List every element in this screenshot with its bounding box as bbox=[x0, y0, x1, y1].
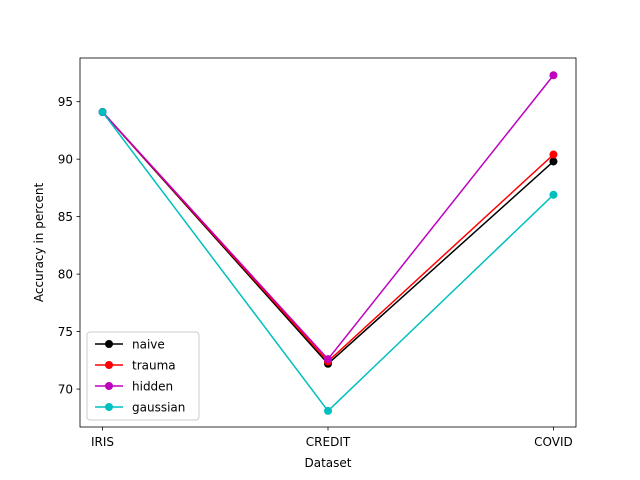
legend-item-naive: naive bbox=[95, 337, 165, 351]
data-point-naive-covid bbox=[549, 157, 558, 166]
x-axis-title: Dataset bbox=[305, 456, 352, 470]
legend-item-hidden: hidden bbox=[95, 379, 173, 393]
y-axis-title: Accuracy in percent bbox=[32, 183, 46, 303]
y-tick-label: 95 bbox=[58, 95, 73, 109]
y-tick-label: 80 bbox=[58, 267, 73, 281]
legend-item-gaussian: gaussian bbox=[95, 400, 185, 414]
y-axis: 70 75 80 85 90 95 bbox=[58, 95, 80, 396]
data-point-gaussian-iris bbox=[98, 108, 107, 117]
legend-marker-trauma bbox=[105, 361, 113, 369]
data-point-gaussian-covid bbox=[549, 190, 558, 199]
x-axis: IRIS CREDIT COVID bbox=[91, 427, 573, 449]
data-point-trauma-covid bbox=[549, 150, 558, 159]
x-tick-label: COVID bbox=[534, 435, 573, 449]
legend-marker-naive bbox=[105, 340, 113, 348]
legend-marker-gaussian bbox=[105, 403, 113, 411]
legend-label-gaussian: gaussian bbox=[132, 400, 185, 414]
legend-marker-hidden bbox=[105, 382, 113, 390]
legend-frame bbox=[86, 331, 200, 421]
series-gaussian bbox=[98, 108, 558, 415]
y-tick-label: 75 bbox=[58, 325, 73, 339]
series-layer bbox=[98, 71, 558, 415]
x-tick-label: CREDIT bbox=[306, 435, 351, 449]
legend-label-trauma: trauma bbox=[132, 358, 176, 372]
y-tick-label: 85 bbox=[58, 210, 73, 224]
legend-label-naive: naive bbox=[132, 337, 165, 351]
y-tick-label: 70 bbox=[58, 382, 73, 396]
data-point-hidden-credit bbox=[324, 355, 332, 364]
legend: naive trauma hidden gaussian bbox=[86, 331, 200, 421]
legend-label-hidden: hidden bbox=[132, 379, 173, 393]
plot-area bbox=[79, 57, 577, 428]
data-point-gaussian-credit bbox=[324, 406, 332, 415]
x-tick-label: IRIS bbox=[91, 435, 114, 449]
legend-item-trauma: trauma bbox=[95, 358, 176, 372]
data-point-hidden-covid bbox=[549, 71, 558, 80]
y-tick-label: 90 bbox=[58, 152, 73, 166]
